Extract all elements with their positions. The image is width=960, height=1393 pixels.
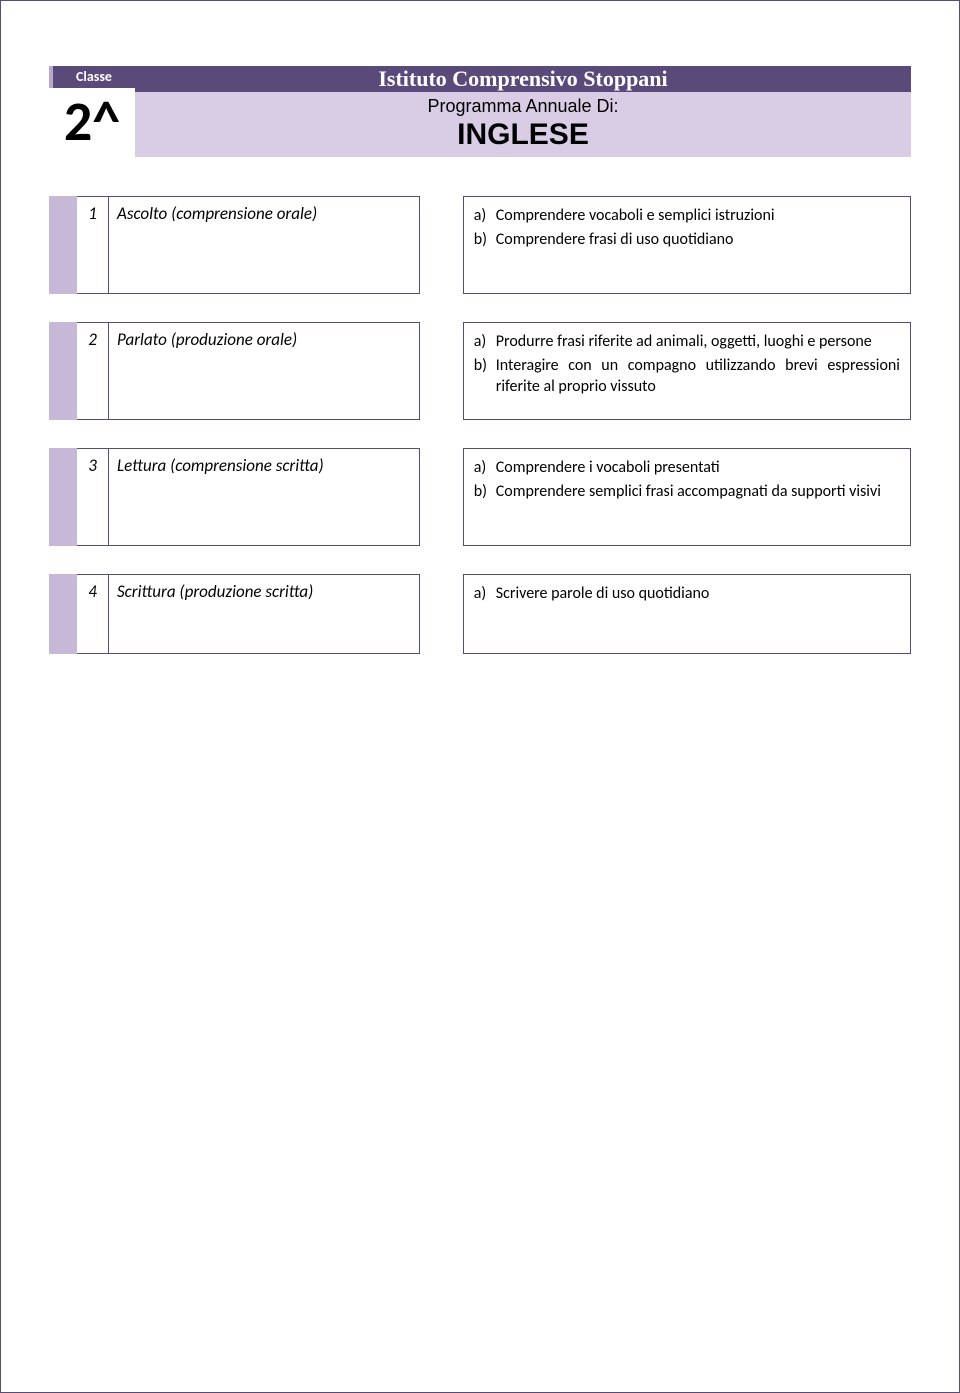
section-description: a)Comprendere vocaboli e semplici istruz…: [463, 196, 911, 294]
section-left: 3Lettura (comprensione scritta): [49, 448, 420, 546]
description-item: a)Comprendere vocaboli e semplici istruz…: [474, 205, 900, 227]
description-list: a)Produrre frasi riferite ad animali, og…: [474, 331, 900, 398]
section-row: 2Parlato (produzione orale) a)Produrre fr…: [49, 322, 911, 420]
page: Classe 2^ Istituto Comprensivo Stoppani …: [0, 0, 960, 1393]
description-list: a)Scrivere parole di uso quotidiano: [474, 583, 900, 605]
program-line: Programma Annuale Di:: [135, 96, 911, 118]
accent-strip: [49, 574, 77, 654]
item-key: a): [474, 457, 496, 479]
description-item: b)Interagire con un compagno utilizzando…: [474, 355, 900, 398]
item-text: Scrivere parole di uso quotidiano: [496, 583, 900, 605]
item-key: a): [474, 583, 496, 605]
classe-label-bar: Classe: [49, 66, 135, 88]
classe-block: Classe 2^: [49, 66, 135, 150]
item-text: Comprendere vocaboli e semplici istruzio…: [496, 205, 900, 227]
section-number: 2: [77, 322, 109, 420]
section-left: 2Parlato (produzione orale): [49, 322, 420, 420]
section-left: 1Ascolto (comprensione orale): [49, 196, 420, 294]
item-text: Comprendere frasi di uso quotidiano: [496, 229, 900, 251]
classe-value: 2^: [49, 88, 135, 150]
section-description: a)Scrivere parole di uso quotidiano: [463, 574, 911, 654]
description-list: a)Comprendere vocaboli e semplici istruz…: [474, 205, 900, 250]
subject-title: INGLESE: [135, 118, 911, 151]
description-item: a)Scrivere parole di uso quotidiano: [474, 583, 900, 605]
item-key: b): [474, 229, 496, 251]
accent-strip: [49, 322, 77, 420]
sections-container: 1Ascolto (comprensione orale)a)Comprende…: [49, 196, 911, 654]
description-item: b)Comprendere frasi di uso quotidiano: [474, 229, 900, 251]
accent-strip: [49, 196, 77, 294]
item-key: a): [474, 331, 496, 353]
description-list: a)Comprendere i vocaboli presentatib)Com…: [474, 457, 900, 502]
description-item: a)Comprendere i vocaboli presentati: [474, 457, 900, 479]
item-key: b): [474, 481, 496, 503]
header-area: Classe 2^ Istituto Comprensivo Stoppani …: [49, 36, 911, 166]
section-label: Lettura (comprensione scritta): [109, 448, 420, 546]
subtitle-box: Programma Annuale Di: INGLESE: [135, 92, 911, 157]
section-number: 1: [77, 196, 109, 294]
institute-title: Istituto Comprensivo Stoppani: [135, 66, 911, 92]
section-description: a)Comprendere i vocaboli presentatib)Com…: [463, 448, 911, 546]
description-item: a)Produrre frasi riferite ad animali, og…: [474, 331, 900, 353]
item-text: Comprendere i vocaboli presentati: [496, 457, 900, 479]
section-row: 3Lettura (comprensione scritta) a)Compren…: [49, 448, 911, 546]
item-text: Produrre frasi riferite ad animali, ogge…: [496, 331, 900, 353]
section-description: a)Produrre frasi riferite ad animali, og…: [463, 322, 911, 420]
title-block: Istituto Comprensivo Stoppani Programma …: [135, 66, 911, 157]
item-key: a): [474, 205, 496, 227]
description-item: b)Comprendere semplici frasi accompagnat…: [474, 481, 900, 503]
section-number: 4: [77, 574, 109, 654]
section-row: 1Ascolto (comprensione orale) a)Comprende…: [49, 196, 911, 294]
section-label: Parlato (produzione orale): [109, 322, 420, 420]
section-row: 4Scrittura (produzione scritta) a)Scriver…: [49, 574, 911, 654]
item-key: b): [474, 355, 496, 398]
section-label: Scrittura (produzione scritta): [109, 574, 420, 654]
item-text: Comprendere semplici frasi accompagnati …: [496, 481, 900, 503]
section-number: 3: [77, 448, 109, 546]
section-label: Ascolto (comprensione orale): [109, 196, 420, 294]
accent-strip: [49, 448, 77, 546]
section-left: 4Scrittura (produzione scritta): [49, 574, 420, 654]
item-text: Interagire con un compagno utilizzando b…: [496, 355, 900, 398]
